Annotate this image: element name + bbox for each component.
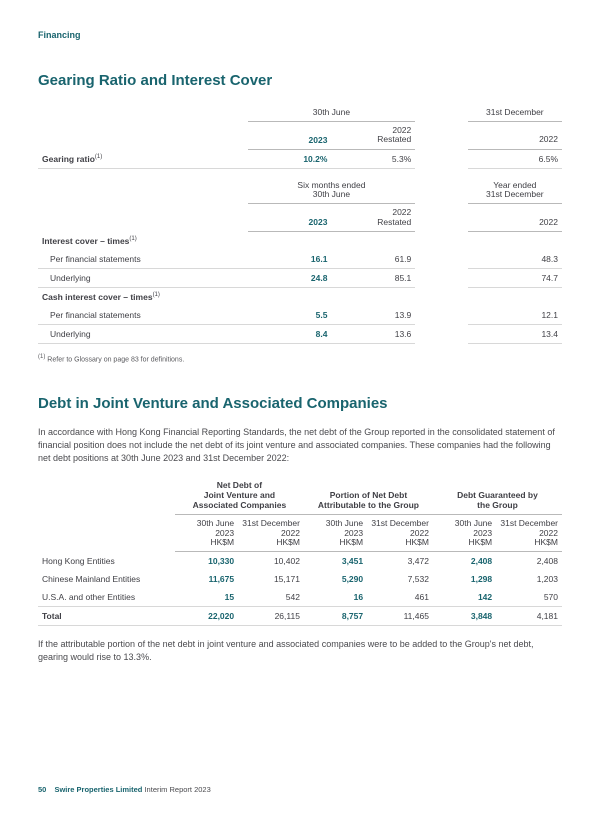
t2-total-0: 22,020 xyxy=(175,607,238,626)
debt-table: Net Debt of Joint Venture and Associated… xyxy=(38,477,562,626)
t2-r2-1: 15,171 xyxy=(238,570,304,588)
col-31dec: 31st December xyxy=(468,103,562,122)
t2-r2-label: Chinese Mainland Entities xyxy=(38,570,175,588)
footer-report: Interim Report 2023 xyxy=(142,785,210,794)
heading-gearing: Gearing Ratio and Interest Cover xyxy=(38,72,562,89)
ic-label: Interest cover – times xyxy=(42,236,129,246)
t2-r2-3: 7,532 xyxy=(367,570,433,588)
page-footer: 50 Swire Properties Limited Interim Repo… xyxy=(38,785,211,794)
t2-c1-2022: 31st December 2022 HK$M xyxy=(238,515,304,552)
t2-r2-2: 5,290 xyxy=(304,570,367,588)
gearing-table: 30th June 31st December 2023 2022 Restat… xyxy=(38,103,562,344)
t2-r3-label: U.S.A. and other Entities xyxy=(38,588,175,607)
col-yearended: Year ended 31st December xyxy=(468,177,562,204)
col-30june: 30th June xyxy=(248,103,416,122)
t2-r3-5: 570 xyxy=(496,588,562,607)
t2-total-1: 26,115 xyxy=(238,607,304,626)
col-2022b: 2022 xyxy=(468,204,562,232)
cic-sup: (1) xyxy=(153,292,160,298)
section-label: Financing xyxy=(38,30,562,40)
heading-debt: Debt in Joint Venture and Associated Com… xyxy=(38,395,562,412)
ic-und-2022: 74.7 xyxy=(468,268,562,287)
t2-c3-2023: 30th June 2023 HK$M xyxy=(433,515,496,552)
ic-per-2023: 16.1 xyxy=(248,250,332,269)
para-gearing-note: If the attributable portion of the net d… xyxy=(38,638,562,664)
grp1: Net Debt of Joint Venture and Associated… xyxy=(175,477,304,515)
cic-und-2023: 8.4 xyxy=(248,324,332,343)
t2-r1-4: 2,408 xyxy=(433,552,496,571)
t2-c1-2023: 30th June 2023 HK$M xyxy=(175,515,238,552)
cic-label: Cash interest cover – times xyxy=(42,292,153,302)
t2-r1-1: 10,402 xyxy=(238,552,304,571)
t2-c2-2022: 31st December 2022 HK$M xyxy=(367,515,433,552)
col-2022rb: 2022 Restated xyxy=(331,204,415,232)
t2-total-label: Total xyxy=(38,607,175,626)
footnote-1-text: Refer to Glossary on page 83 for definit… xyxy=(47,356,184,363)
ic-und-2022r: 85.1 xyxy=(331,268,415,287)
t2-r1-label: Hong Kong Entities xyxy=(38,552,175,571)
para-debt-intro: In accordance with Hong Kong Financial R… xyxy=(38,426,562,465)
t2-r3-4: 142 xyxy=(433,588,496,607)
gearing-label: Gearing ratio xyxy=(42,154,95,164)
cic-per-2022r: 13.9 xyxy=(331,306,415,325)
t2-r1-2: 3,451 xyxy=(304,552,367,571)
t2-total-2: 8,757 xyxy=(304,607,367,626)
cic-per-2023: 5.5 xyxy=(248,306,332,325)
t2-r1-0: 10,330 xyxy=(175,552,238,571)
t2-r2-5: 1,203 xyxy=(496,570,562,588)
t2-total-5: 4,181 xyxy=(496,607,562,626)
ic-und-2023: 24.8 xyxy=(248,268,332,287)
t2-total-4: 3,848 xyxy=(433,607,496,626)
t2-r1-5: 2,408 xyxy=(496,552,562,571)
gearing-sup: (1) xyxy=(95,154,102,160)
ic-per-2022r: 61.9 xyxy=(331,250,415,269)
col-sixmonths: Six months ended 30th June xyxy=(248,177,416,204)
t2-r3-2: 16 xyxy=(304,588,367,607)
t2-c3-2022: 31st December 2022 HK$M xyxy=(496,515,562,552)
col-2022: 2022 xyxy=(468,122,562,150)
cic-und-2022: 13.4 xyxy=(468,324,562,343)
cic-und-label: Underlying xyxy=(38,324,248,343)
t2-r2-4: 1,298 xyxy=(433,570,496,588)
gearing-2023: 10.2% xyxy=(248,149,332,168)
footer-company: Swire Properties Limited xyxy=(54,785,142,794)
cic-und-2022r: 13.6 xyxy=(331,324,415,343)
ic-per-2022: 48.3 xyxy=(468,250,562,269)
t2-c2-2023: 30th June 2023 HK$M xyxy=(304,515,367,552)
grp3: Debt Guaranteed by the Group xyxy=(433,477,562,515)
col-2022r: 2022 Restated xyxy=(331,122,415,150)
t2-r3-0: 15 xyxy=(175,588,238,607)
t2-total-3: 11,465 xyxy=(367,607,433,626)
t2-r3-1: 542 xyxy=(238,588,304,607)
footnote-1-sup: (1) xyxy=(38,354,45,360)
ic-und-label: Underlying xyxy=(38,268,248,287)
t2-r2-0: 11,675 xyxy=(175,570,238,588)
col-2023: 2023 xyxy=(248,122,332,150)
ic-sup: (1) xyxy=(129,236,136,242)
footnote-1: (1) Refer to Glossary on page 83 for def… xyxy=(38,354,562,363)
col-2023b: 2023 xyxy=(248,204,332,232)
ic-per-label: Per financial statements xyxy=(38,250,248,269)
page-number: 50 xyxy=(38,785,46,794)
t2-r1-3: 3,472 xyxy=(367,552,433,571)
gearing-2022: 6.5% xyxy=(468,149,562,168)
cic-per-label: Per financial statements xyxy=(38,306,248,325)
gearing-2022r: 5.3% xyxy=(331,149,415,168)
grp2: Portion of Net Debt Attributable to the … xyxy=(304,477,433,515)
t2-r3-3: 461 xyxy=(367,588,433,607)
cic-per-2022: 12.1 xyxy=(468,306,562,325)
